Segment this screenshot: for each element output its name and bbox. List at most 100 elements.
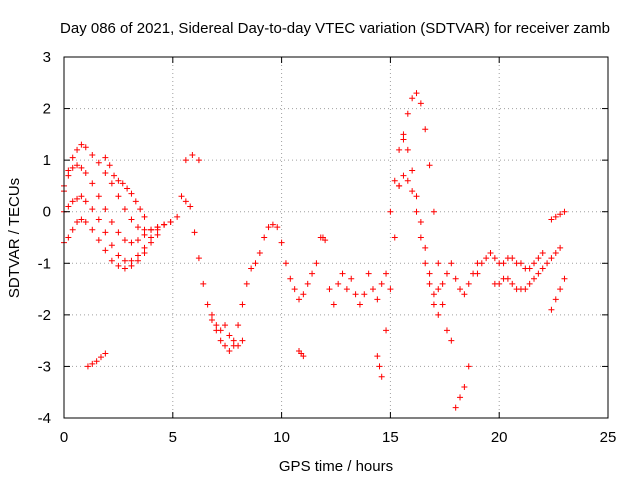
data-point: [252, 260, 259, 267]
data-point: [195, 255, 202, 262]
data-point: [365, 270, 372, 277]
data-point: [296, 296, 303, 303]
data-point: [413, 90, 420, 97]
data-point: [115, 262, 122, 269]
data-point: [422, 260, 429, 267]
plot-frame: [63, 56, 609, 419]
data-point: [200, 280, 207, 287]
series-segment-13: [396, 172, 442, 318]
data-point: [461, 291, 468, 298]
data-point: [548, 255, 555, 262]
data-point: [74, 195, 81, 202]
data-point: [108, 242, 115, 249]
data-point: [239, 301, 246, 308]
data-point: [128, 239, 135, 246]
data-point: [148, 239, 155, 246]
data-point: [89, 206, 96, 213]
data-point: [409, 167, 416, 174]
data-point: [119, 180, 126, 187]
data-point: [108, 257, 115, 264]
data-point: [374, 296, 381, 303]
data-point: [374, 353, 381, 360]
series-arc-4: [61, 216, 161, 272]
data-point: [74, 219, 81, 226]
data-point: [313, 260, 320, 267]
data-point: [526, 280, 533, 287]
data-point: [539, 249, 546, 256]
data-point: [291, 286, 298, 293]
data-point: [248, 265, 255, 272]
data-point: [413, 193, 420, 200]
data-point: [356, 301, 363, 308]
data-point: [141, 226, 148, 233]
y-tick-label: 1: [43, 152, 51, 169]
data-point: [287, 275, 294, 282]
data-point: [128, 190, 135, 197]
series-segment-19: [548, 208, 568, 223]
data-point: [106, 162, 113, 169]
data-point: [387, 286, 394, 293]
data-point: [426, 270, 433, 277]
data-point: [102, 350, 109, 357]
data-point: [265, 224, 272, 231]
data-point: [491, 255, 498, 262]
data-point: [128, 257, 135, 264]
data-point: [124, 185, 131, 192]
data-point: [544, 260, 551, 267]
x-tick-label: 0: [60, 429, 68, 446]
data-point: [383, 270, 390, 277]
data-point: [387, 208, 394, 215]
data-point: [500, 260, 507, 267]
data-point: [417, 219, 424, 226]
data-point: [89, 151, 96, 158]
data-point: [187, 203, 194, 210]
data-point: [148, 226, 155, 233]
data-point: [108, 180, 115, 187]
data-point: [256, 249, 263, 256]
data-point: [182, 198, 189, 205]
data-point: [300, 353, 307, 360]
series-segment-15: [452, 363, 472, 411]
data-points: [61, 90, 568, 411]
data-point: [483, 255, 490, 262]
data-point: [539, 265, 546, 272]
data-point: [95, 216, 102, 223]
data-point: [148, 234, 155, 241]
data-point: [339, 270, 346, 277]
data-point: [561, 275, 568, 282]
data-point: [108, 219, 115, 226]
data-point: [322, 237, 329, 244]
data-point: [95, 237, 102, 244]
series-segment-9: [326, 270, 390, 308]
data-point: [178, 193, 185, 200]
data-point: [89, 360, 96, 367]
data-point: [413, 208, 420, 215]
data-point: [261, 234, 268, 241]
y-tick-label: 0: [43, 204, 51, 221]
data-point: [161, 221, 168, 228]
data-point: [448, 337, 455, 344]
data-point: [121, 206, 128, 213]
x-tick-label: 5: [169, 429, 177, 446]
data-point: [300, 291, 307, 298]
x-tick-label: 20: [491, 429, 508, 446]
y-tick-label: -3: [38, 358, 51, 375]
x-tick-label: 15: [382, 429, 399, 446]
data-point: [121, 265, 128, 272]
data-point: [282, 260, 289, 267]
data-point: [309, 270, 316, 277]
data-point: [69, 164, 76, 171]
data-point: [65, 167, 72, 174]
series-segment-10: [374, 353, 385, 380]
data-point: [89, 180, 96, 187]
data-point: [78, 141, 85, 148]
data-point: [522, 286, 529, 293]
data-point: [274, 224, 281, 231]
data-point: [383, 327, 390, 334]
data-point: [235, 322, 242, 329]
data-point: [409, 188, 416, 195]
data-point: [134, 252, 141, 259]
data-point: [69, 154, 76, 161]
series-segment-7: [296, 347, 307, 360]
data-point: [134, 224, 141, 231]
